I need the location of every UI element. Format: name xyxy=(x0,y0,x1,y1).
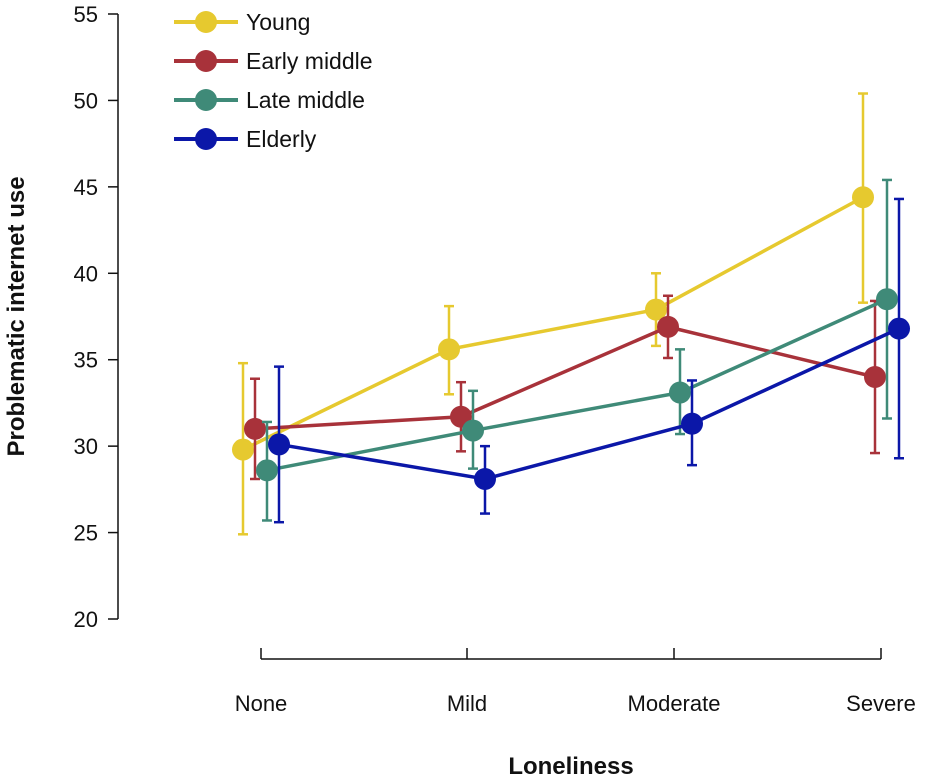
data-point xyxy=(256,459,278,482)
series-early-middle xyxy=(244,294,886,481)
legend-item: Elderly xyxy=(174,126,317,152)
data-point xyxy=(852,186,874,209)
data-point xyxy=(232,438,254,461)
x-tick-label: Mild xyxy=(447,691,487,716)
y-tick-label: 55 xyxy=(74,2,98,27)
x-axis-title: Loneliness xyxy=(508,753,633,780)
legend-marker xyxy=(195,11,217,33)
data-point xyxy=(669,381,691,404)
legend-label: Late middle xyxy=(246,87,365,113)
x-tick-label: Severe xyxy=(846,691,916,716)
legend: Young Early middle Late middle Elderly xyxy=(174,9,373,152)
series-late-middle xyxy=(256,178,898,522)
legend-item: Young xyxy=(174,9,310,35)
legend-item: Early middle xyxy=(174,48,373,74)
series-line xyxy=(242,195,864,452)
data-point xyxy=(864,366,886,388)
data-point xyxy=(438,338,460,361)
legend-marker xyxy=(195,128,217,150)
data-point xyxy=(268,433,290,456)
legend-label: Young xyxy=(246,9,310,35)
data-point xyxy=(462,419,484,442)
data-point xyxy=(474,467,496,490)
data-point xyxy=(645,298,667,321)
series-line xyxy=(278,327,900,481)
data-point xyxy=(657,315,679,338)
y-tick-label: 30 xyxy=(74,434,98,459)
data-point xyxy=(681,412,703,435)
plot-area xyxy=(232,92,910,536)
y-axis-title: Problematic internet use xyxy=(3,176,30,456)
data-point xyxy=(876,288,898,311)
legend-marker xyxy=(195,89,217,111)
x-tick-label: Moderate xyxy=(628,691,721,716)
legend-label: Elderly xyxy=(246,126,317,152)
y-tick-label: 45 xyxy=(74,175,98,200)
x-tick-label: None xyxy=(235,691,288,716)
y-tick-label: 50 xyxy=(74,88,98,113)
legend-item: Late middle xyxy=(174,87,365,113)
y-tick-label: 40 xyxy=(74,261,98,286)
series-line xyxy=(266,297,888,473)
x-axis: None Mild Moderate Severe xyxy=(235,648,916,716)
series-elderly xyxy=(268,197,910,524)
data-point xyxy=(244,417,266,440)
y-tick-label: 20 xyxy=(74,607,98,632)
y-axis: 20 25 30 35 40 45 50 55 xyxy=(74,2,119,632)
y-tick-label: 25 xyxy=(74,521,98,546)
legend-label: Early middle xyxy=(246,48,373,74)
legend-marker xyxy=(195,50,217,72)
y-tick-label: 35 xyxy=(74,348,98,373)
series-young xyxy=(232,92,874,536)
data-point xyxy=(888,317,910,340)
